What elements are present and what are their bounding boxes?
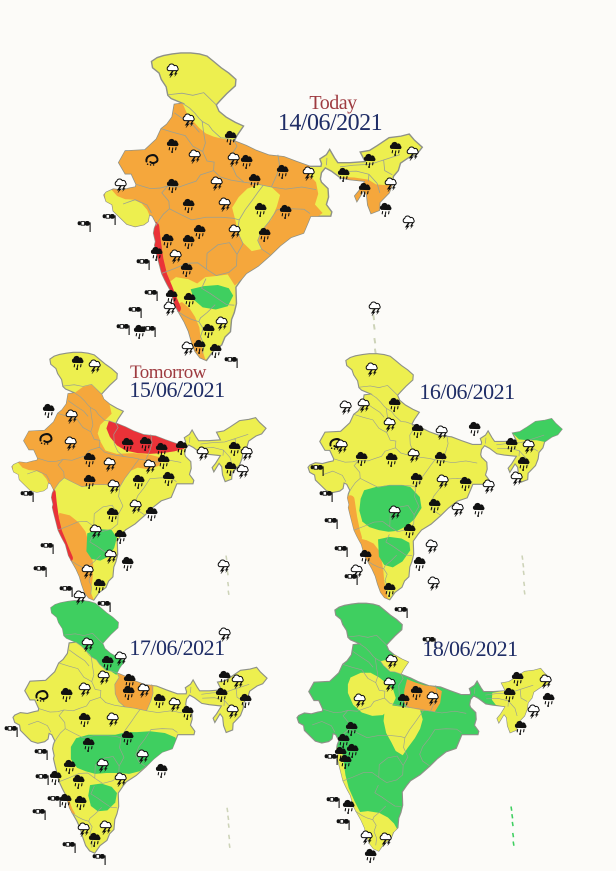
svg-text:18/06/2021: 18/06/2021 bbox=[422, 636, 517, 661]
svg-text:15/06/2021: 15/06/2021 bbox=[129, 377, 224, 402]
svg-text:17/06/2021: 17/06/2021 bbox=[129, 635, 224, 660]
svg-text:Today: Today bbox=[309, 92, 357, 114]
svg-text:14/06/2021: 14/06/2021 bbox=[278, 110, 382, 136]
svg-text:Tomorrow: Tomorrow bbox=[130, 362, 207, 383]
svg-text:16/06/2021: 16/06/2021 bbox=[419, 379, 514, 404]
